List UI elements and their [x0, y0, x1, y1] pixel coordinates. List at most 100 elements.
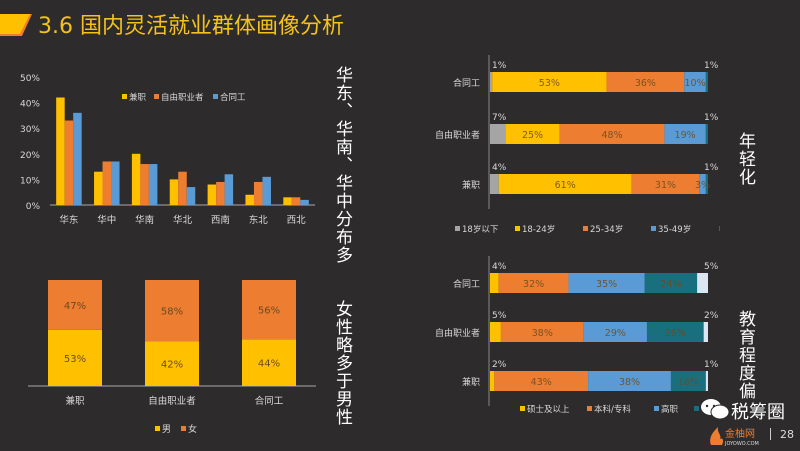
bar-兼职 [56, 97, 65, 205]
bar-合同工 [186, 187, 196, 205]
segment [631, 174, 700, 194]
segment [242, 280, 296, 340]
segment [490, 124, 506, 144]
data-label: 61% [555, 180, 576, 191]
data-label: 5% [492, 311, 507, 321]
x-tick-label: 西南 [211, 214, 230, 226]
data-label: 43% [531, 377, 552, 388]
bar-自由职业者 [178, 171, 187, 205]
segment [644, 273, 698, 293]
x-tick-label: 西北 [287, 215, 307, 226]
category-label: 兼职 [65, 395, 85, 407]
legend-swatch [122, 94, 127, 99]
logo-text: 金柚网 [725, 427, 755, 440]
page-title: 3.6 国内灵活就业群体画像分析 [38, 14, 344, 39]
data-label: 47% [64, 301, 86, 312]
legend-swatch [515, 226, 520, 231]
legend-label: 高职 [661, 404, 679, 415]
category-label: 兼职 [462, 376, 480, 388]
data-label: 24% [660, 279, 681, 290]
category-label: 合同工 [453, 278, 480, 290]
bar-自由职业者 [291, 197, 301, 205]
bar-自由职业者 [64, 120, 74, 205]
y-tick-label: 50% [20, 74, 40, 84]
data-label: 7% [492, 113, 507, 123]
legend-swatch [154, 94, 159, 99]
data-label: 48% [602, 130, 623, 141]
data-label: 32% [523, 279, 544, 290]
data-label: 2% [492, 360, 507, 370]
segment [492, 72, 607, 92]
y-tick-label: 10% [20, 176, 40, 186]
legend-swatch [213, 94, 218, 99]
category-label: 合同工 [453, 77, 480, 89]
segment [705, 72, 708, 92]
data-label: 1% [704, 163, 719, 173]
data-label: 19% [675, 130, 696, 141]
bar-合同工 [73, 112, 82, 205]
logo: 金柚网 JOYOWO.COM [708, 425, 778, 451]
segment [606, 72, 685, 92]
page-number: 28 [780, 428, 794, 441]
category-label: 合同工 [255, 395, 284, 407]
legend-swatch [155, 426, 160, 431]
segment [242, 339, 296, 386]
data-label: 26% [665, 328, 686, 339]
data-label: 1% [704, 113, 719, 123]
legend-label: 18岁以下 [462, 224, 499, 235]
data-label: 4% [492, 262, 507, 272]
legend-label: 合同工 [220, 92, 246, 103]
segment [646, 322, 704, 342]
data-label: 44% [258, 359, 280, 370]
data-label: 4% [492, 163, 507, 173]
education-note: 教育程度偏 [735, 310, 755, 400]
x-tick-label: 东北 [249, 214, 269, 226]
segment [498, 273, 569, 293]
y-tick-label: 30% [20, 125, 40, 135]
segment [490, 273, 499, 293]
data-label: 38% [532, 328, 553, 339]
data-label: 1% [704, 61, 719, 71]
data-label: 10% [684, 78, 705, 89]
bar-合同工 [224, 174, 234, 205]
bar-合同工 [111, 161, 120, 205]
legend-label: 本科/专科 [594, 404, 631, 415]
segment [500, 322, 584, 342]
segment [505, 124, 560, 144]
segment [664, 124, 706, 144]
legend-swatch [654, 406, 659, 411]
legend-swatch [455, 226, 460, 231]
segment [48, 329, 102, 386]
gender-note: 女性略多于男性 [332, 300, 352, 426]
age-note: 年轻化 [735, 132, 755, 186]
legend-label: 硕士及以上 [527, 404, 570, 415]
segment [684, 72, 706, 92]
legend-label: 自由职业者 [161, 92, 204, 103]
segment [498, 174, 632, 194]
legend-label: 兼职 [129, 92, 147, 103]
data-label: 35% [596, 279, 617, 290]
legend-swatch [520, 406, 525, 411]
bar-合同工 [262, 176, 271, 205]
legend-label: 女 [188, 423, 197, 435]
legend-label: 25-34岁 [590, 224, 623, 235]
segment [145, 341, 199, 386]
segment [705, 371, 708, 391]
legend-swatch [583, 226, 588, 231]
bar-合同工 [148, 164, 158, 205]
segment [699, 174, 706, 194]
logo-sub: JOYOWO.COM [724, 441, 759, 447]
category-label: 自由职业者 [435, 327, 480, 339]
data-label: 53% [539, 78, 560, 89]
category-label: 自由职业者 [148, 395, 196, 407]
divider [770, 428, 771, 440]
data-label: 58% [161, 307, 183, 318]
bar-合同工 [300, 199, 309, 205]
bar-兼职 [131, 153, 141, 205]
data-label: 42% [161, 360, 183, 371]
legend-label: 男 [162, 424, 171, 435]
bar-兼职 [169, 179, 179, 205]
data-label: 56% [258, 306, 280, 317]
age-stacked-chart: 合同工 1% 53% 36% 10% 1% 自由职业者 7% 25% 48% 19% 1% 兼职 4% 61… [435, 55, 720, 235]
